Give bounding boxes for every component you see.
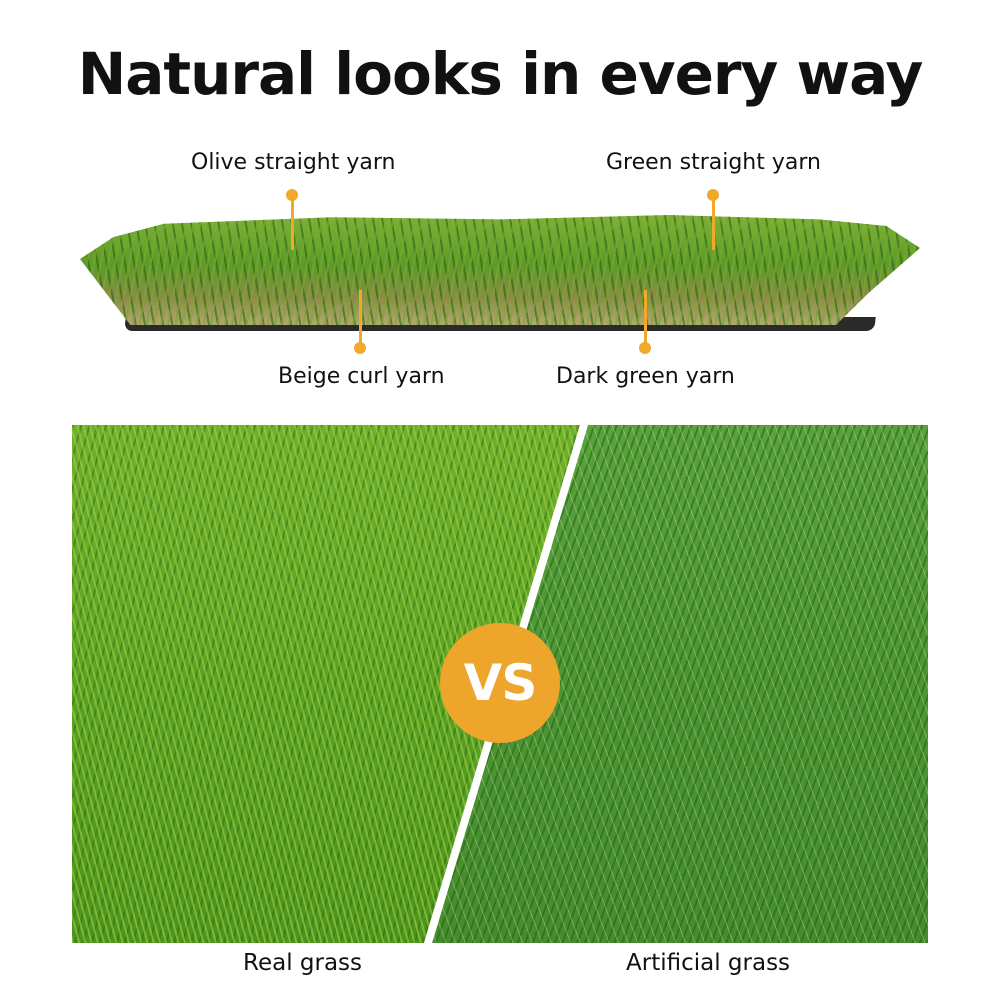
label-beige-curl-yarn: Beige curl yarn [278, 364, 445, 389]
caption-real-grass: Real grass [243, 950, 363, 976]
label-olive-straight-yarn: Olive straight yarn [191, 150, 396, 175]
callout-dot [354, 342, 366, 354]
callout-line [712, 195, 715, 250]
caption-artificial-grass: Artificial grass [626, 950, 791, 976]
vs-badge: VS [440, 623, 560, 743]
turf-grass [80, 215, 920, 325]
callout-line [644, 290, 647, 345]
comparison-image [72, 425, 928, 943]
headline: Natural looks in every way [77, 40, 924, 108]
callout-dot [639, 342, 651, 354]
callout-line [359, 290, 362, 345]
label-green-straight-yarn: Green straight yarn [606, 150, 821, 175]
callout-line [291, 195, 294, 250]
turf-sample-image [80, 205, 920, 335]
label-dark-green-yarn: Dark green yarn [556, 364, 735, 389]
